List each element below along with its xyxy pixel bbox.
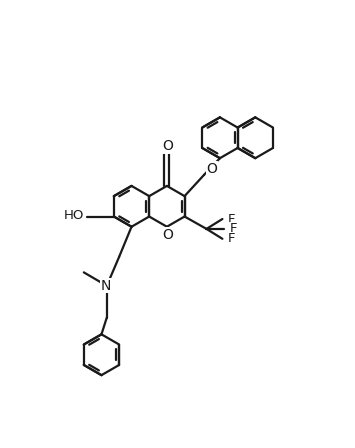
Text: O: O [206,162,217,176]
Text: O: O [163,139,173,153]
Text: HO: HO [64,209,84,222]
Text: F: F [228,233,235,246]
Text: O: O [162,228,173,241]
Text: N: N [101,279,111,293]
Text: F: F [228,212,235,225]
Text: F: F [229,222,237,235]
